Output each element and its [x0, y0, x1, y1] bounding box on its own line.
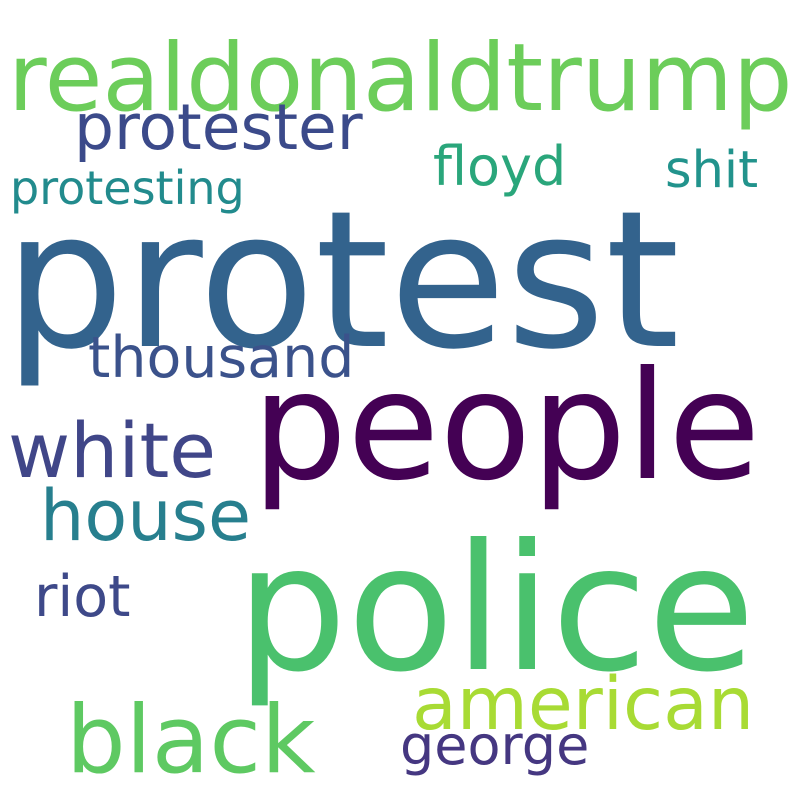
word-thousand: thousand — [88, 325, 355, 391]
word-shit: shit — [665, 141, 759, 200]
word-protester: protester — [74, 91, 363, 164]
word-protesting: protesting — [10, 161, 245, 215]
word-floyd: floyd — [433, 135, 567, 198]
word-black: black — [66, 686, 316, 795]
word-riot: riot — [34, 564, 131, 630]
word-police: police — [236, 508, 756, 711]
word-american: american — [412, 662, 755, 747]
word-george: george — [400, 714, 590, 777]
word-house: house — [40, 475, 252, 557]
word-protest: protest — [4, 170, 680, 391]
word-white: white — [8, 406, 216, 495]
word-realdonaldtrump: realdonaldtrump — [8, 24, 793, 133]
word-people: people — [252, 340, 761, 514]
